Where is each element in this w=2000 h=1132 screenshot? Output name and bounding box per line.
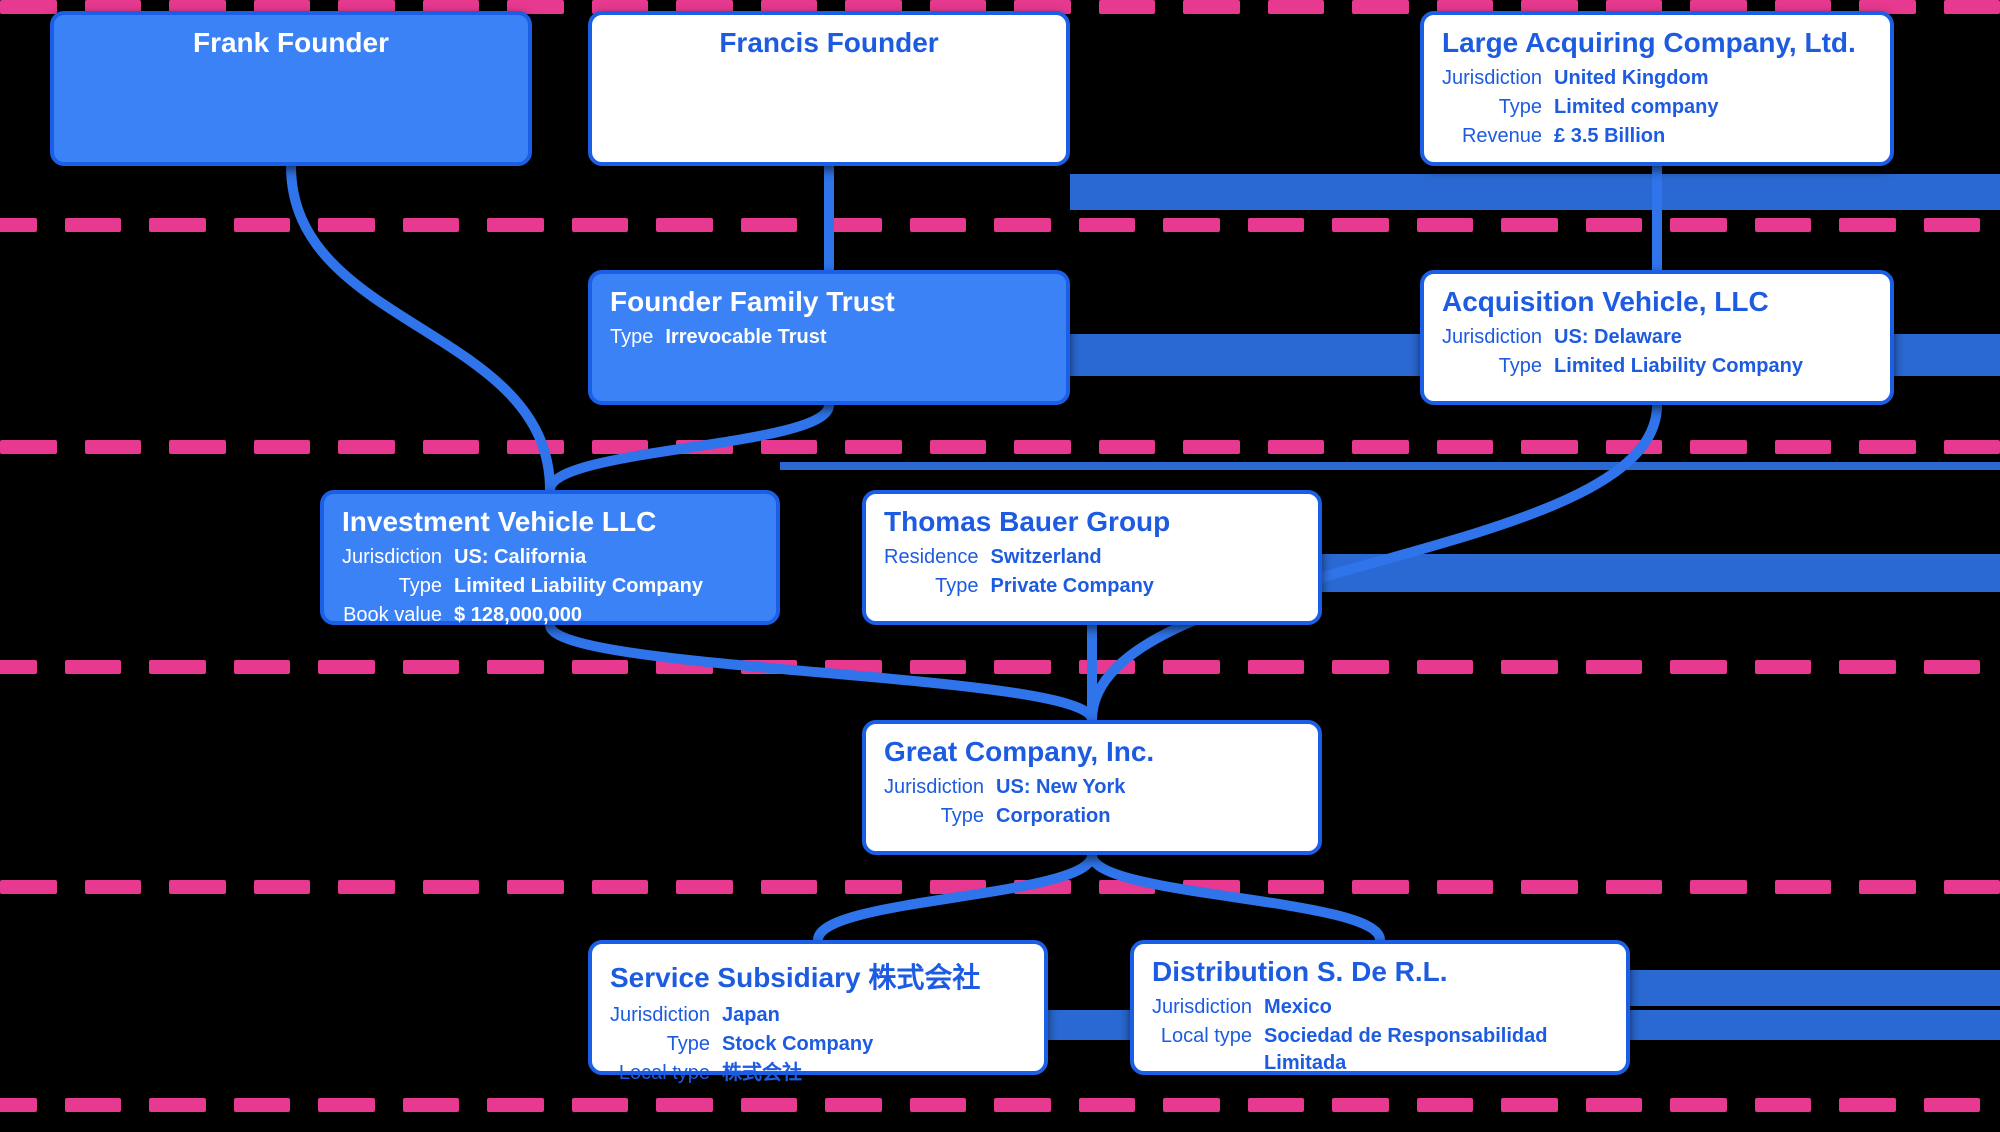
attr-key: Local type [610, 1060, 710, 1087]
attr-key: Jurisdiction [1442, 65, 1542, 92]
bg-stripe [0, 440, 2000, 454]
node-title: Francis Founder [610, 27, 1048, 59]
attr-key: Jurisdiction [1442, 324, 1542, 351]
attr-key: Type [1442, 353, 1542, 380]
attr-value: US: Delaware [1554, 324, 1872, 351]
attr-value: £ 3.5 Billion [1554, 123, 1872, 150]
bg-stripe [0, 218, 1980, 232]
node-attrs: Type Irrevocable Trust [610, 324, 1048, 351]
attr-value: United Kingdom [1554, 65, 1872, 92]
node-trust[interactable]: Founder Family Trust Type Irrevocable Trus… [588, 270, 1070, 405]
node-frank[interactable]: Frank Founder [50, 11, 532, 166]
attr-key: Type [342, 573, 442, 600]
org-chart-canvas: Frank Founder Francis Founder Large Acquir… [0, 0, 2000, 1132]
attr-key: Type [610, 324, 653, 351]
node-dist[interactable]: Distribution S. De R.L. Jurisdiction Mexic… [1130, 940, 1630, 1075]
attr-value: Limited Liability Company [1554, 353, 1872, 380]
node-attrs: Jurisdiction Mexico Local typeSociedad de … [1152, 994, 1608, 1077]
attr-key: Type [1442, 94, 1542, 121]
attr-key: Local type [1152, 1023, 1252, 1077]
attr-key: Jurisdiction [610, 1002, 710, 1029]
glitch-band [1322, 554, 2000, 592]
node-title: Great Company, Inc. [884, 736, 1300, 768]
attr-value: Japan [722, 1002, 1026, 1029]
node-attrs: Jurisdiction US: California Type Limited Li… [342, 544, 758, 629]
attr-value: Corporation [996, 803, 1300, 830]
bg-stripe [0, 880, 2000, 894]
bg-stripe [0, 660, 1980, 674]
edge-great-service_sub [818, 855, 1092, 940]
attr-key: Residence [884, 544, 979, 571]
node-attrs: Jurisdiction US: Delaware Type Limited Liab… [1442, 324, 1872, 380]
attr-key: Type [884, 803, 984, 830]
attr-value: Switzerland [991, 544, 1300, 571]
node-investment[interactable]: Investment Vehicle LLC Jurisdiction US: Ca… [320, 490, 780, 625]
attr-key: Book value [342, 602, 442, 629]
node-attrs: Jurisdiction US: New York Type Corporation [884, 774, 1300, 830]
attr-value: Limited company [1554, 94, 1872, 121]
node-title: Acquisition Vehicle, LLC [1442, 286, 1872, 318]
glitch-band [1630, 970, 2000, 1006]
node-acq_vehicle[interactable]: Acquisition Vehicle, LLC Jurisdiction US: … [1420, 270, 1894, 405]
node-great[interactable]: Great Company, Inc. Jurisdiction US: New Y… [862, 720, 1322, 855]
attr-key: Jurisdiction [342, 544, 442, 571]
attr-key: Jurisdiction [884, 774, 984, 801]
attr-value: 株式会社 [722, 1060, 1026, 1087]
attr-value: Mexico [1264, 994, 1608, 1021]
node-bauer[interactable]: Thomas Bauer Group Residence Switzerland Ty… [862, 490, 1322, 625]
node-large_acq[interactable]: Large Acquiring Company, Ltd. Jurisdictio… [1420, 11, 1894, 166]
attr-key: Type [884, 573, 979, 600]
node-title: Frank Founder [72, 27, 510, 59]
node-francis[interactable]: Francis Founder [588, 11, 1070, 166]
attr-value: Irrevocable Trust [665, 324, 1048, 351]
attr-key: Jurisdiction [1152, 994, 1252, 1021]
attr-value: US: California [454, 544, 758, 571]
attr-value: Limited Liability Company [454, 573, 758, 600]
glitch-band [780, 462, 2000, 470]
node-service_sub[interactable]: Service Subsidiary 株式会社 Jurisdiction Japan… [588, 940, 1048, 1075]
attr-value: Stock Company [722, 1031, 1026, 1058]
edge-great-dist [1092, 855, 1380, 940]
node-title: Thomas Bauer Group [884, 506, 1300, 538]
bg-stripe [0, 1098, 1980, 1112]
node-title: Distribution S. De R.L. [1152, 956, 1608, 988]
attr-value: US: New York [996, 774, 1300, 801]
attr-value: $ 128,000,000 [454, 602, 758, 629]
node-title: Large Acquiring Company, Ltd. [1442, 27, 1872, 59]
attr-value: Sociedad de Responsabilidad Limitada [1264, 1023, 1608, 1077]
attr-key: Type [610, 1031, 710, 1058]
node-title: Service Subsidiary 株式会社 [610, 956, 1026, 996]
node-title: Investment Vehicle LLC [342, 506, 758, 538]
attr-key: Revenue [1442, 123, 1542, 150]
glitch-band [1070, 174, 2000, 210]
attr-value: Private Company [991, 573, 1300, 600]
node-attrs: Jurisdiction Japan Type Stock Company Local … [610, 1002, 1026, 1087]
node-attrs: Jurisdiction United Kingdom Type Limited co… [1442, 65, 1872, 150]
node-title: Founder Family Trust [610, 286, 1048, 318]
node-attrs: Residence Switzerland Type Private Company [884, 544, 1300, 600]
